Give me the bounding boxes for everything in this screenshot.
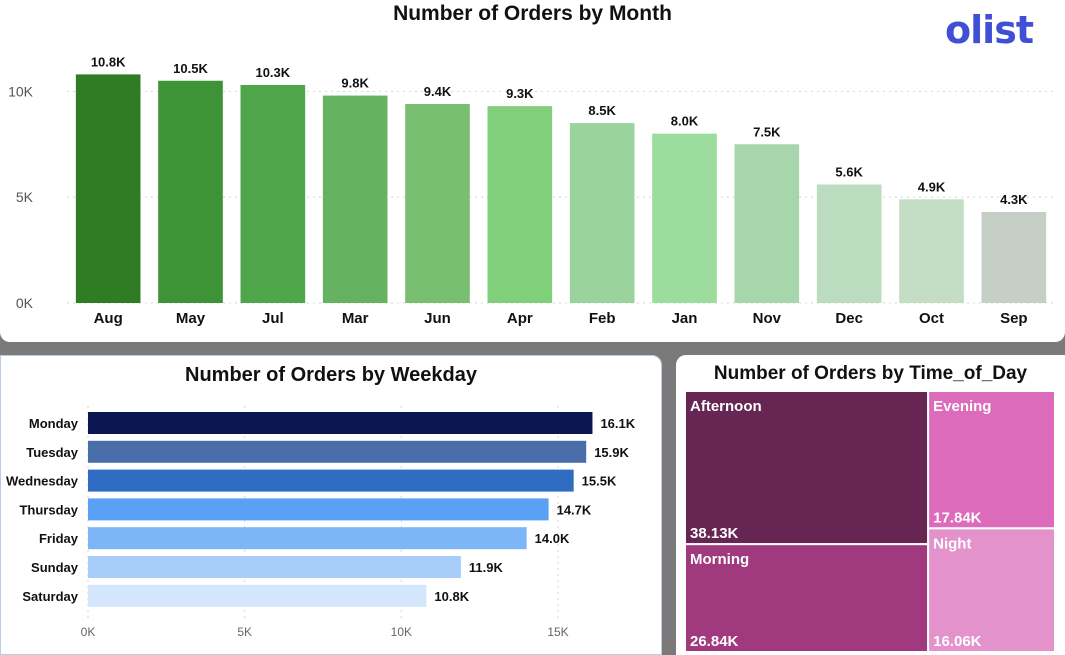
tile-value-morning: 26.84K xyxy=(690,633,739,650)
tile-name-afternoon: Afternoon xyxy=(690,398,762,415)
bar-mar[interactable] xyxy=(322,95,388,303)
data-label-sunday: 11.9K xyxy=(469,560,504,575)
data-label-tuesday: 15.9K xyxy=(594,445,629,460)
bar-nov[interactable] xyxy=(734,144,800,303)
y-tick-label-friday: Friday xyxy=(39,531,79,546)
data-label-dec: 5.6K xyxy=(835,164,863,179)
x-tick-label: 15K xyxy=(547,625,568,639)
data-label-apr: 9.3K xyxy=(506,86,534,101)
x-tick-label-nov: Nov xyxy=(753,310,782,327)
y-tick-label-monday: Monday xyxy=(29,416,79,431)
data-label-oct: 4.9K xyxy=(918,179,946,194)
bar-sep[interactable] xyxy=(981,211,1047,303)
x-tick-label-feb: Feb xyxy=(589,310,616,327)
bar-wednesday[interactable] xyxy=(88,469,574,492)
data-label-monday: 16.1K xyxy=(600,416,635,431)
tile-value-evening: 17.84K xyxy=(933,509,982,526)
bar-apr[interactable] xyxy=(487,106,553,304)
weekday-chart-title: Number of Orders by Weekday xyxy=(185,364,477,386)
x-tick-label-jun: Jun xyxy=(424,310,451,327)
data-label-nov: 7.5K xyxy=(753,124,781,139)
weekday-bar-chart: 0K 5K 10K 15K Monday 16.1K Tuesday 15.9K Wednesd… xyxy=(6,406,636,639)
data-label-jun: 9.4K xyxy=(424,84,452,99)
tile-name-morning: Morning xyxy=(690,551,749,568)
x-tick-label-mar: Mar xyxy=(342,310,369,327)
x-tick-label-apr: Apr xyxy=(507,310,533,327)
x-tick-label: 5K xyxy=(237,625,252,639)
bar-may[interactable] xyxy=(158,80,223,303)
bar-tuesday[interactable] xyxy=(88,440,587,463)
bar-monday[interactable] xyxy=(88,412,593,434)
y-tick-label-wednesday: Wednesday xyxy=(6,474,79,489)
data-label-sep: 4.3K xyxy=(1000,192,1028,207)
tile-name-night: Night xyxy=(933,535,971,552)
x-tick-label-jan: Jan xyxy=(672,310,698,327)
x-tick-label-may: May xyxy=(176,310,206,327)
x-tick-label-aug: Aug xyxy=(94,310,123,327)
bar-aug[interactable] xyxy=(75,74,141,304)
time-of-day-treemap: Afternoon 38.13K Morning 26.84K Evening 17.84… xyxy=(684,390,1056,654)
data-label-jul: 10.3K xyxy=(255,65,290,80)
tile-afternoon[interactable] xyxy=(684,390,930,546)
bar-jun[interactable] xyxy=(405,104,470,304)
data-label-may: 10.5K xyxy=(173,61,208,76)
y-tick-label-saturday: Saturday xyxy=(22,589,78,604)
data-label-thursday: 14.7K xyxy=(557,502,592,517)
tile-night[interactable] xyxy=(927,527,1056,654)
month-chart-title: Number of Orders by Month xyxy=(393,2,672,25)
tile-evening[interactable] xyxy=(927,390,1056,530)
y-tick-label-thursday: Thursday xyxy=(19,502,78,517)
bar-friday[interactable] xyxy=(88,527,527,550)
x-tick-label-dec: Dec xyxy=(835,310,863,327)
tile-value-afternoon: 38.13K xyxy=(690,525,739,542)
data-label-saturday: 10.8K xyxy=(434,589,469,604)
bar-jan[interactable] xyxy=(652,133,717,303)
olist-logo: olist xyxy=(945,8,1034,52)
time-of-day-chart-card: Number of Orders by Time_of_Day Afternoo… xyxy=(676,355,1065,655)
tile-name-evening: Evening xyxy=(933,398,991,415)
tile-morning[interactable] xyxy=(684,543,930,653)
bar-feb[interactable] xyxy=(569,123,635,303)
x-tick-label-oct: Oct xyxy=(919,310,944,327)
bar-thursday[interactable] xyxy=(88,498,549,521)
data-label-jan: 8.0K xyxy=(671,114,699,129)
time-of-day-chart-title: Number of Orders by Time_of_Day xyxy=(713,363,1028,384)
x-tick-label-jul: Jul xyxy=(262,310,284,327)
data-label-mar: 9.8K xyxy=(341,76,369,91)
bar-sunday[interactable] xyxy=(88,556,461,578)
bar-dec[interactable] xyxy=(816,184,882,303)
data-label-friday: 14.0K xyxy=(535,531,570,546)
y-tick-label: 10K xyxy=(8,83,34,99)
month-bar-chart: 0K 5K 10K 10.8K Aug 10.5K May 10.3K Jul 9.8K Mar 9.… xyxy=(8,54,1055,327)
bar-jul[interactable] xyxy=(240,84,306,303)
month-chart-card: Number of Orders by Month olist 0K 5K 10K 1… xyxy=(0,0,1065,342)
y-tick-label-sunday: Sunday xyxy=(31,560,79,575)
x-tick-label: 0K xyxy=(81,625,96,639)
bar-saturday[interactable] xyxy=(88,584,427,607)
x-tick-label: 10K xyxy=(391,625,412,639)
tile-value-night: 16.06K xyxy=(933,633,982,650)
y-tick-label: 5K xyxy=(16,189,34,205)
y-tick-label-tuesday: Tuesday xyxy=(26,445,79,460)
weekday-chart-card: Number of Orders by Weekday 0K 5K 10K 15K Mo… xyxy=(0,355,662,655)
data-label-feb: 8.5K xyxy=(588,103,616,118)
bar-oct[interactable] xyxy=(899,199,964,303)
x-tick-label-sep: Sep xyxy=(1000,310,1028,327)
y-tick-label: 0K xyxy=(16,295,34,311)
data-label-wednesday: 15.5K xyxy=(582,474,617,489)
data-label-aug: 10.8K xyxy=(91,54,126,69)
